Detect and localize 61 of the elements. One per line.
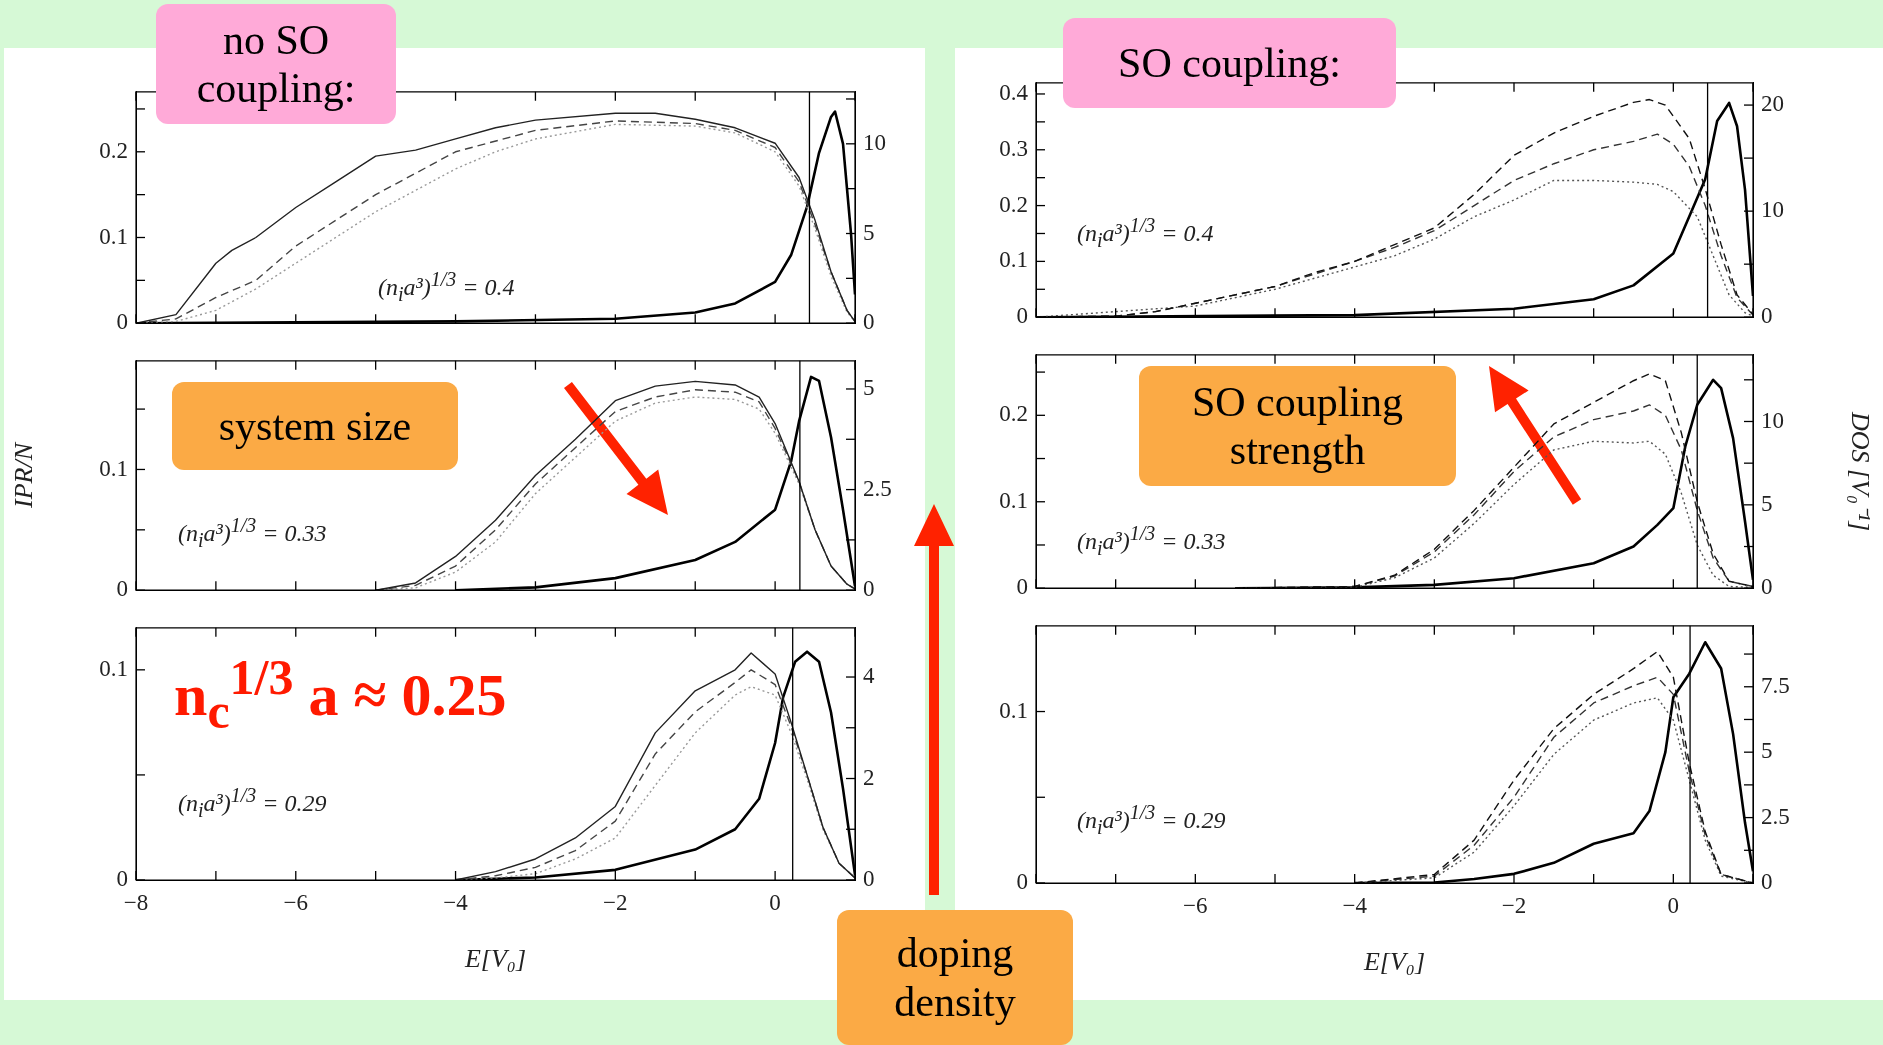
y2-tick-label: 20 — [1761, 91, 1784, 117]
y2-tick-label: 5 — [1761, 738, 1773, 764]
y-tick-label: 0.3 — [999, 135, 1028, 161]
annotation: (n$_{i}$a³)$^{1/3}$ = 0.33 — [1077, 522, 1226, 560]
annotation: SO coupling strength — [1139, 366, 1456, 486]
y-tick-label: 0 — [1016, 303, 1028, 329]
y2-tick-label: 4 — [863, 663, 875, 689]
annotation: (n$_{i}$a³)$^{1/3}$ = 0.4 — [378, 268, 515, 306]
x-tick-label: −4 — [1342, 892, 1368, 918]
y2-tick-label: 5 — [863, 375, 875, 401]
annotation: SO coupling: — [1063, 18, 1396, 108]
y2-tick-label: 10 — [1761, 407, 1784, 433]
annotation: n$_{c}$$^{1/3}$ a ≈ 0.25 — [174, 648, 507, 740]
y2-tick-label: 7.5 — [1761, 672, 1790, 698]
y2-tick-label: 10 — [1761, 197, 1784, 223]
y-tick-label: 0.2 — [999, 401, 1028, 427]
x-tick-label: −6 — [283, 889, 309, 915]
x-tick-label: −2 — [1501, 892, 1527, 918]
y2-tick-label: 0 — [863, 576, 875, 602]
x-axis-title: E[V₀] — [1362, 947, 1426, 977]
x-tick-label: −2 — [603, 889, 628, 915]
y2-tick-label: 5 — [863, 219, 875, 245]
annotation: (n$_{i}$a³)$^{1/3}$ = 0.4 — [1077, 214, 1214, 252]
y-tick-label: 0 — [1016, 574, 1028, 600]
annotation: no SO coupling: — [156, 4, 396, 124]
y-tick-label: 0.2 — [999, 191, 1028, 217]
x-tick-label: −8 — [123, 889, 149, 915]
y-tick-label: 0.1 — [99, 655, 128, 681]
y2-tick-label: 0 — [1761, 303, 1773, 329]
y2-tick-label: 2.5 — [1761, 803, 1790, 829]
y2-tick-label: 0 — [863, 309, 875, 335]
annotation: (n$_{i}$a³)$^{1/3}$ = 0.29 — [178, 784, 327, 822]
y-tick-label: 0 — [116, 866, 128, 892]
y-tick-label: 0 — [116, 309, 128, 335]
y-tick-label: 0 — [116, 576, 128, 602]
y-tick-label: 0.1 — [99, 223, 128, 249]
x-tick-label: 0 — [1667, 892, 1680, 918]
y2-tick-label: 2.5 — [863, 475, 892, 501]
text: doping density — [837, 910, 1073, 1045]
y2-tick-label: 0 — [1761, 574, 1773, 600]
y2-tick-label: 0 — [1761, 869, 1773, 895]
y-axis-title: IPR/N — [9, 441, 39, 509]
x-tick-label: −6 — [1183, 892, 1208, 918]
annotation: (n$_{i}$a³)$^{1/3}$ = 0.29 — [1077, 801, 1226, 839]
y2-tick-label: 10 — [863, 129, 886, 155]
x-axis-title: E[V₀] — [463, 944, 527, 974]
y2-tick-label: 0 — [863, 866, 875, 892]
annotation: system size — [172, 382, 458, 470]
y2-tick-label: 2 — [863, 764, 875, 790]
y-tick-label: 0.1 — [999, 697, 1028, 723]
y-tick-label: 0.4 — [999, 80, 1029, 106]
x-tick-label: 0 — [769, 889, 781, 915]
y-tick-label: 0 — [1016, 869, 1028, 895]
y-tick-label: 0.1 — [999, 487, 1028, 513]
x-tick-label: −4 — [443, 889, 469, 915]
y-tick-label: 0.1 — [999, 247, 1028, 273]
annotation: (n$_{i}$a³)$^{1/3}$ = 0.33 — [178, 514, 327, 552]
y2-tick-label: 5 — [1761, 490, 1773, 516]
y2-axis-title: DOS [V₀⁻¹] — [1845, 410, 1875, 532]
y-tick-label: 0.1 — [99, 455, 128, 481]
y-tick-label: 0.2 — [99, 137, 128, 163]
